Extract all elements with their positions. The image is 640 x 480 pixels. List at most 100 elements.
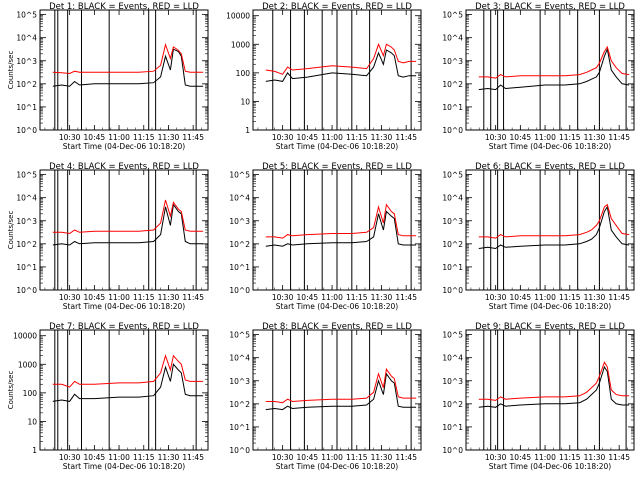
y-tick-label: 100 xyxy=(23,389,38,398)
x-tick-label: 11:30 xyxy=(158,453,180,462)
y-tick-label: 10^5 xyxy=(16,11,37,20)
x-tick-label: 11:30 xyxy=(371,453,393,462)
x-tick-label: 11:45 xyxy=(182,133,204,142)
panel-title: Det 1: BLACK = Events, RED = LLD xyxy=(49,2,199,12)
y-tick-label: 10^2 xyxy=(16,80,37,89)
y-tick-label: 10^1 xyxy=(16,103,37,112)
x-tick-label: 11:00 xyxy=(321,453,343,462)
x-tick-label: 11:15 xyxy=(346,133,368,142)
x-tick-label: 11:00 xyxy=(108,133,130,142)
y-tick-label: 10^5 xyxy=(442,171,463,180)
y-tick-label: 10^5 xyxy=(442,11,463,20)
x-tick-label: 10:30 xyxy=(272,293,294,302)
y-tick-label: 10^0 xyxy=(442,126,463,135)
x-tick-label: 11:00 xyxy=(534,453,556,462)
panel-title: Det 7: BLACK = Events, RED = LLD xyxy=(49,322,199,332)
y-tick-label: 10^3 xyxy=(16,217,37,226)
x-axis-label: Start Time (04-Dec-06 10:18:20) xyxy=(63,142,185,151)
x-tick-label: 10:30 xyxy=(59,133,81,142)
y-tick-label: 10^2 xyxy=(442,400,463,409)
y-tick-label: 10^4 xyxy=(442,34,463,43)
panel-title: Det 3: BLACK = Events, RED = LLD xyxy=(475,2,625,12)
events-series-line xyxy=(478,47,630,91)
x-tick-label: 11:45 xyxy=(608,453,630,462)
y-axis-label: Counts/sec xyxy=(7,51,15,90)
y-tick-label: 10^2 xyxy=(16,240,37,249)
y-tick-label: 10^1 xyxy=(442,263,463,272)
x-tick-label: 11:45 xyxy=(182,293,204,302)
panel-det-5: Det 5: BLACK = Events, RED = LLD 10^0 10^1… xyxy=(229,162,422,311)
y-tick-label: 10 xyxy=(240,97,250,106)
x-tick-label: 10:45 xyxy=(297,453,319,462)
y-tick-label: 10000 xyxy=(13,332,37,341)
x-tick-label: 11:30 xyxy=(158,133,180,142)
panel-title: Det 4: BLACK = Events, RED = LLD xyxy=(49,162,199,172)
events-series-line xyxy=(265,49,417,82)
y-tick-label: 10^4 xyxy=(442,194,463,203)
y-tick-label: 1000 xyxy=(231,40,250,49)
y-tick-label: 10^3 xyxy=(229,217,250,226)
y-tick-label: 10^4 xyxy=(229,354,250,363)
x-axis-label: Start Time (04-Dec-06 10:18:20) xyxy=(63,302,185,311)
events-series-line xyxy=(52,203,204,246)
y-tick-label: 10^1 xyxy=(442,103,463,112)
lld-series-line xyxy=(52,354,204,388)
y-tick-label: 10^5 xyxy=(16,171,37,180)
lld-series-line xyxy=(52,199,204,235)
y-axis-label: Counts/sec xyxy=(7,371,15,410)
panel-det-1: Det 1: BLACK = Events, RED = LLD 10^0 10^1… xyxy=(7,2,209,151)
y-tick-label: 10^0 xyxy=(16,286,37,295)
y-tick-label: 10^4 xyxy=(442,354,463,363)
x-tick-label: 11:30 xyxy=(584,453,606,462)
y-tick-label: 10^4 xyxy=(16,34,37,43)
y-tick-label: 100 xyxy=(236,69,251,78)
y-tick-label: 10^2 xyxy=(442,240,463,249)
x-tick-label: 10:45 xyxy=(84,453,106,462)
x-tick-label: 11:00 xyxy=(534,293,556,302)
x-tick-label: 10:45 xyxy=(84,293,106,302)
x-tick-label: 11:30 xyxy=(584,133,606,142)
x-tick-label: 11:00 xyxy=(534,133,556,142)
x-axis-label: Start Time (04-Dec-06 10:18:20) xyxy=(276,142,398,151)
x-tick-label: 11:00 xyxy=(108,293,130,302)
events-series-line xyxy=(265,372,417,411)
lld-series-line xyxy=(265,203,417,239)
panel-title: Det 5: BLACK = Events, RED = LLD xyxy=(262,162,412,172)
y-tick-label: 10^0 xyxy=(229,286,250,295)
x-tick-label: 11:15 xyxy=(133,453,155,462)
x-tick-label: 11:45 xyxy=(608,293,630,302)
x-tick-label: 11:30 xyxy=(158,293,180,302)
x-tick-label: 10:30 xyxy=(272,453,294,462)
x-axis-label: Start Time (04-Dec-06 10:18:20) xyxy=(63,462,185,471)
x-tick-label: 11:45 xyxy=(395,293,417,302)
y-tick-label: 10^0 xyxy=(16,126,37,135)
events-series-line xyxy=(52,48,204,87)
x-tick-label: 11:00 xyxy=(321,293,343,302)
x-tick-label: 10:30 xyxy=(272,133,294,142)
x-tick-label: 10:45 xyxy=(84,133,106,142)
y-tick-label: 10^0 xyxy=(442,446,463,455)
y-tick-label: 1 xyxy=(32,446,37,455)
events-series-line xyxy=(265,210,417,247)
events-series-line xyxy=(478,205,630,250)
plot-frame xyxy=(39,329,209,451)
y-tick-label: 1 xyxy=(245,126,250,135)
x-axis-label: Start Time (04-Dec-06 10:18:20) xyxy=(489,142,611,151)
lld-series-line xyxy=(265,367,417,404)
y-tick-label: 10^3 xyxy=(442,217,463,226)
panel-title: Det 6: BLACK = Events, RED = LLD xyxy=(475,162,625,172)
y-tick-label: 10^0 xyxy=(442,286,463,295)
y-axis-label: Counts/sec xyxy=(7,211,15,250)
x-axis-label: Start Time (04-Dec-06 10:18:20) xyxy=(489,302,611,311)
x-tick-label: 10:45 xyxy=(510,453,532,462)
x-tick-label: 11:15 xyxy=(559,133,581,142)
x-tick-label: 10:45 xyxy=(510,133,532,142)
lld-series-line xyxy=(52,42,204,75)
y-tick-label: 10^1 xyxy=(229,423,250,432)
panel-title: Det 9: BLACK = Events, RED = LLD xyxy=(475,322,625,332)
x-tick-label: 10:30 xyxy=(59,293,81,302)
y-tick-label: 10^3 xyxy=(16,57,37,66)
y-tick-label: 1000 xyxy=(18,360,37,369)
x-tick-label: 11:15 xyxy=(346,293,368,302)
